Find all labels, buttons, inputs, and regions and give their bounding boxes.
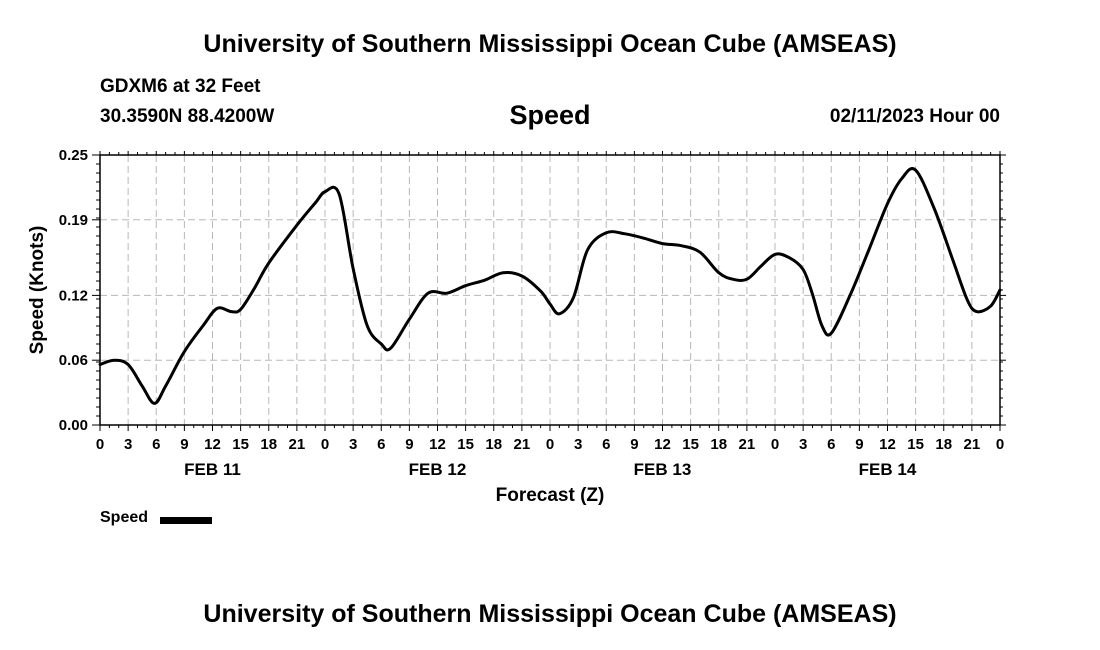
speed-series-line	[98, 167, 1002, 405]
x-tick-label: 15	[232, 436, 249, 453]
y-tick-label: 0.19	[59, 212, 88, 229]
x-tick-label: 12	[879, 436, 896, 453]
x-tick-label: 6	[602, 436, 610, 453]
y-tick-label: 0.06	[59, 352, 88, 369]
x-tick-label: 0	[996, 436, 1004, 453]
y-tick-label: 0.25	[59, 147, 88, 164]
y-tick-label: 0.12	[59, 287, 88, 304]
day-label: FEB 14	[859, 460, 917, 479]
x-tick-label: 21	[739, 436, 756, 453]
legend-swatch	[160, 517, 212, 524]
x-tick-label: 0	[321, 436, 329, 453]
x-tick-label: 0	[96, 436, 104, 453]
grid-layer	[100, 155, 1000, 425]
legend-label: Speed	[100, 509, 149, 526]
x-tick-label: 0	[546, 436, 554, 453]
chart-title: University of Southern Mississippi Ocean…	[203, 30, 897, 58]
x-axis-label: Forecast (Z)	[496, 485, 605, 506]
x-tick-label: 18	[710, 436, 727, 453]
x-tick-label: 12	[654, 436, 671, 453]
x-tick-label: 3	[574, 436, 582, 453]
day-label: FEB 13	[634, 460, 692, 479]
x-tick-label: 18	[485, 436, 502, 453]
x-tick-label: 6	[152, 436, 160, 453]
coordinates-label: 30.3590N 88.4200W	[100, 106, 275, 127]
x-tick-label: 3	[124, 436, 132, 453]
tick-layer	[92, 151, 1006, 431]
station-label: GDXM6 at 32 Feet	[100, 76, 261, 97]
y-tick-label: 0.00	[59, 417, 88, 434]
forecast-datetime: 02/11/2023 Hour 00	[829, 106, 1000, 127]
x-tick-label: 21	[514, 436, 531, 453]
x-tick-label: 15	[682, 436, 699, 453]
x-tick-label: 0	[771, 436, 779, 453]
x-tick-label: 15	[907, 436, 924, 453]
x-tick-label: 6	[827, 436, 835, 453]
day-label: FEB 12	[409, 460, 467, 479]
x-tick-label: 9	[180, 436, 188, 453]
x-tick-label: 15	[457, 436, 474, 453]
y-axis-label: Speed (Knots)	[27, 226, 48, 355]
footer-title: University of Southern Mississippi Ocean…	[203, 600, 897, 628]
variable-title: Speed	[509, 100, 591, 130]
x-tick-label: 9	[405, 436, 413, 453]
x-tick-label: 9	[855, 436, 863, 453]
x-tick-label: 21	[964, 436, 981, 453]
x-tick-label: 18	[935, 436, 952, 453]
x-tick-label: 18	[260, 436, 277, 453]
x-tick-label: 12	[204, 436, 221, 453]
x-tick-label: 3	[799, 436, 807, 453]
x-tick-label: 12	[429, 436, 446, 453]
day-label: FEB 11	[184, 460, 241, 479]
x-tick-label: 3	[349, 436, 357, 453]
tick-label-layer: 0 3 6 9 12 15 18 21 0 3 6 9 12 15 18 21 0 3 6 9 12 15 18 21 0 3 6 9…	[59, 147, 1004, 479]
x-tick-label: 6	[377, 436, 385, 453]
x-tick-label: 9	[630, 436, 638, 453]
x-tick-label: 21	[289, 436, 306, 453]
